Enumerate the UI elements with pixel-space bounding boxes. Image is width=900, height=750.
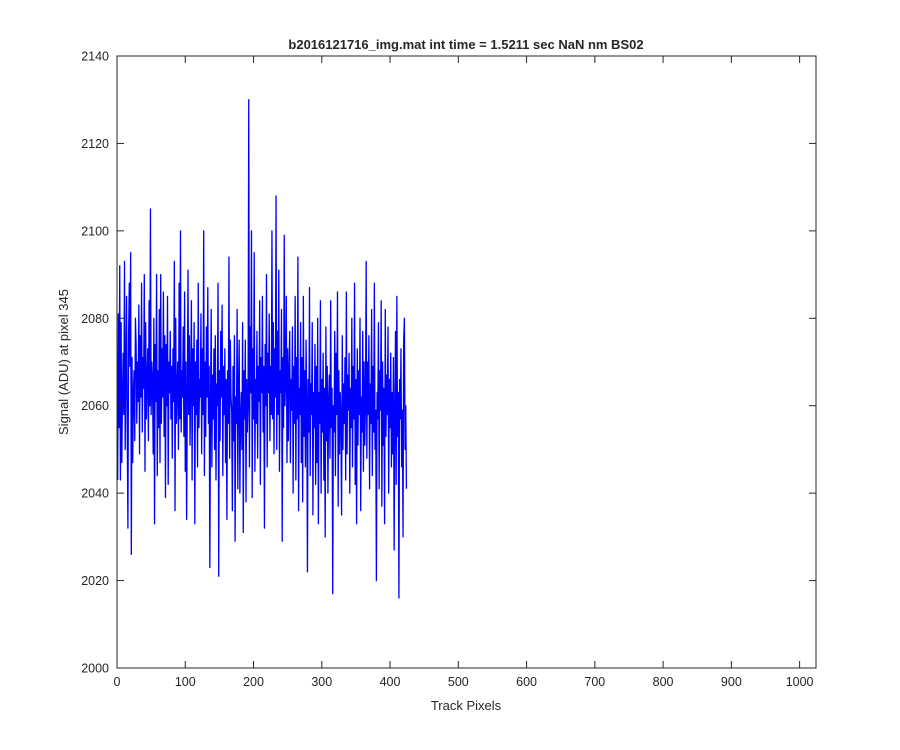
x-tick-label: 300 (311, 675, 332, 689)
plot-frame (116, 55, 817, 669)
x-tick-label: 400 (380, 675, 401, 689)
y-tick-label: 2060 (81, 399, 109, 413)
chart-title: b2016121716_img.mat int time = 1.5211 se… (288, 37, 643, 52)
plot-area (117, 56, 816, 668)
y-tick-label: 2020 (81, 574, 109, 588)
y-tick-labels: 2000 2020 2040 2060 2080 2100 2120 2140 (81, 50, 109, 676)
y-axis-label: Signal (ADU) at pixel 345 (56, 289, 71, 435)
x-tick-label: 1000 (786, 675, 814, 689)
x-tick-label: 600 (516, 675, 537, 689)
signal-series-line (117, 99, 408, 599)
x-tick-label: 700 (584, 675, 605, 689)
series-layer (117, 99, 408, 599)
y-tick-label: 2140 (81, 50, 109, 64)
y-tick-label: 2080 (81, 312, 109, 326)
y-tick-label: 2120 (81, 137, 109, 151)
x-tick-label: 900 (721, 675, 742, 689)
y-tick-label: 2100 (81, 224, 109, 238)
x-tick-label: 100 (175, 675, 196, 689)
x-tick-label: 0 (114, 675, 121, 689)
x-tick-labels: 0 100 200 300 400 500 600 700 800 900 1000 (114, 675, 814, 689)
x-tick-label: 500 (448, 675, 469, 689)
y-tick-label: 2000 (81, 662, 109, 676)
x-tick-label: 200 (243, 675, 264, 689)
x-tick-label: 800 (653, 675, 674, 689)
x-axis-label: Track Pixels (431, 698, 502, 713)
y-tick-label: 2040 (81, 487, 109, 501)
